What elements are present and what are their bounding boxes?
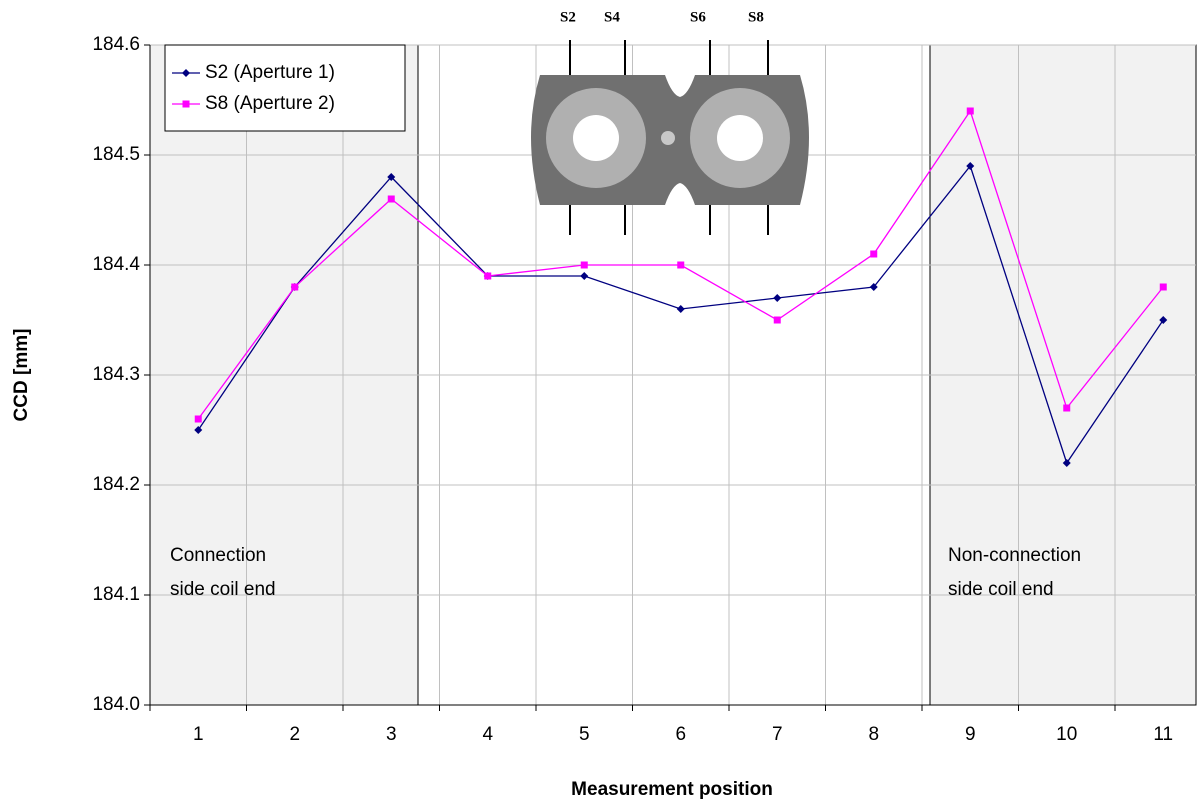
marker: [387, 173, 396, 181]
marker: [966, 162, 975, 170]
marker: [869, 283, 878, 291]
x-tick-label: 6: [675, 724, 686, 745]
marker: [580, 261, 588, 269]
marker: [1159, 316, 1168, 324]
y-tick-label: 184.4: [92, 254, 140, 275]
legend-label: S8 (Aperture 2): [205, 93, 335, 114]
hole: [661, 131, 675, 145]
legend: S2 (Aperture 1) S8 (Aperture 2): [164, 44, 406, 132]
x-axis-title: Measurement position: [571, 779, 773, 800]
marker: [773, 294, 782, 302]
x-tick-label: 10: [1056, 724, 1077, 745]
region-label: side coil end: [170, 579, 276, 600]
marker: [677, 261, 685, 269]
marker: [1063, 404, 1071, 412]
x-tick-label: 1: [193, 724, 204, 745]
x-tick-label: 7: [772, 724, 783, 745]
y-tick-label: 184.2: [92, 474, 140, 495]
x-tick-label: 9: [965, 724, 976, 745]
x-tick-label: 4: [482, 724, 493, 745]
legend-label: S2 (Aperture 1): [205, 62, 335, 83]
y-tick-label: 184.5: [92, 144, 140, 165]
x-tick-label: 3: [386, 724, 397, 745]
marker: [580, 272, 589, 280]
diagram-label: S2: [560, 9, 576, 25]
x-tick-label: 11: [1153, 724, 1173, 745]
marker: [1159, 283, 1167, 291]
y-tick-label: 184.6: [92, 34, 140, 55]
legend-box: [164, 44, 406, 132]
region-label: side coil end: [948, 579, 1054, 600]
x-tick-label: 2: [289, 724, 300, 745]
marker: [676, 305, 685, 313]
marker: [291, 283, 299, 291]
diagram-label: S4: [604, 9, 620, 25]
y-tick-label: 184.1: [92, 584, 140, 605]
aperture: [573, 115, 619, 161]
legend-marker: [182, 69, 190, 77]
marker: [966, 107, 974, 115]
marker: [194, 415, 202, 423]
magnet-diagram: S2 S4 S6 S8: [531, 9, 809, 235]
y-tick-label: 184.3: [92, 364, 140, 385]
marker: [1062, 459, 1071, 467]
marker: [870, 250, 878, 258]
legend-marker: [182, 100, 190, 108]
marker: [484, 272, 492, 280]
aperture: [717, 115, 763, 161]
x-tick-label: 5: [579, 724, 590, 745]
region-label: Non-connection: [948, 545, 1081, 566]
x-tick-label: 8: [868, 724, 879, 745]
y-tick-label: 184.0: [92, 694, 140, 715]
marker: [387, 195, 395, 203]
diagram-label: S8: [748, 9, 764, 25]
region-label: Connection: [170, 545, 266, 566]
marker: [773, 316, 781, 324]
diagram-label: S6: [690, 9, 706, 25]
marker: [194, 426, 203, 434]
y-axis-title: CCD [mm]: [11, 329, 32, 422]
